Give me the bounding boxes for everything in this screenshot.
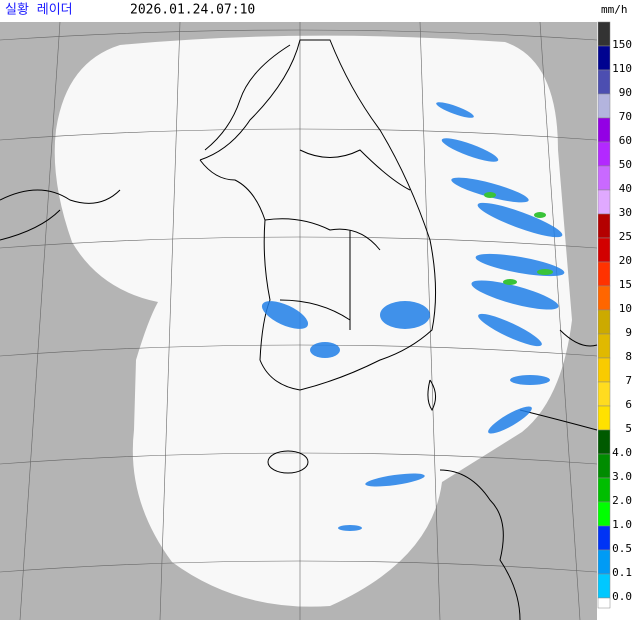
legend-swatch [597,189,611,215]
legend-label: 2.0 [612,494,632,507]
legend-swatch [597,597,611,609]
legend-swatch [597,309,611,335]
unit-label: mm/h [601,3,628,16]
legend-swatch [597,69,611,95]
grid-lines [0,21,598,620]
legend-label: 15 [619,278,632,291]
legend-label: 110 [612,62,632,75]
legend-swatch [597,285,611,311]
legend-swatch [597,45,611,71]
legend-label: 60 [619,134,632,147]
legend-swatch [597,261,611,287]
legend-swatch [597,21,611,47]
legend-label: 20 [619,254,632,267]
legend-label: 150 [612,38,632,51]
legend: 150 110 90 70 60 50 40 30 25 20 15 10 9 8 7 6 5 4.0 3.0 2.0… [597,21,632,609]
legend-label: 9 [625,326,632,339]
legend-swatch [597,501,611,527]
legend-swatch [597,213,611,239]
legend-label: 0.5 [612,542,632,555]
timestamp: 2026.01.24.07:10 [130,3,255,18]
legend-label: 6 [625,398,632,411]
legend-swatch [597,333,611,359]
legend-label: 30 [619,206,632,219]
legend-swatch [597,549,611,575]
legend-swatch [597,453,611,479]
legend-label: 10 [619,302,632,315]
legend-swatch [597,357,611,383]
legend-swatch [597,117,611,143]
legend-swatch [597,525,611,551]
page-title: 실황 레이더 [5,3,73,18]
legend-swatch [597,573,611,599]
legend-swatch [597,405,611,431]
legend-label: 70 [619,110,632,123]
legend-label: 25 [619,230,632,243]
coastlines [0,39,598,620]
legend-label: 50 [619,158,632,171]
legend-swatch [597,237,611,263]
legend-swatch [597,381,611,407]
legend-swatch [597,477,611,503]
legend-swatch [597,93,611,119]
legend-label: 40 [619,182,632,195]
legend-swatch [597,429,611,455]
legend-label: 8 [625,350,632,363]
radar-coverage [54,35,572,607]
legend-swatch [597,141,611,167]
legend-swatch [597,165,611,191]
legend-label: 4.0 [612,446,632,459]
precipitation-heavy [484,192,553,285]
legend-label: 0.1 [612,566,632,579]
legend-label: 1.0 [612,518,632,531]
legend-label: 7 [625,374,632,387]
legend-label: 3.0 [612,470,632,483]
legend-label: 0.0 [612,590,632,603]
map [0,21,598,620]
legend-label: 90 [619,86,632,99]
legend-label: 5 [625,422,632,435]
